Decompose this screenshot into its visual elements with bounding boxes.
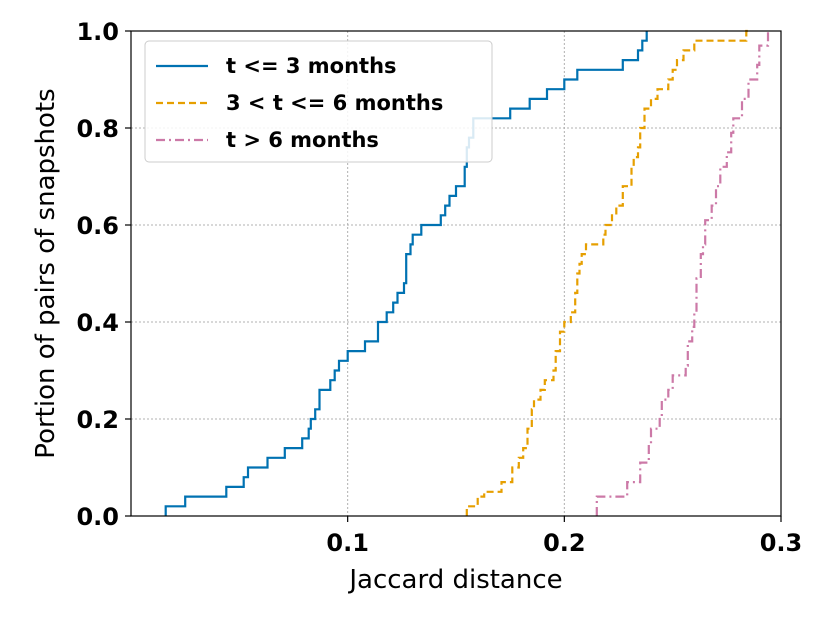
axis-ticks: 0.1 0.2 0.3 0.0 0.2 0.4 0.6 0.8 1.0 [76,18,802,557]
legend-label-3: t > 6 months [226,128,379,152]
y-axis-title: Portion of pairs of snapshots [31,88,61,458]
y-tick-label: 0.0 [76,503,119,531]
series-line-3 [595,29,771,516]
x-tick-label: 0.2 [543,529,586,557]
legend-box [144,40,493,163]
legend-label-1: t <= 3 months [226,54,397,78]
x-axis-title: Jaccard distance [347,565,562,595]
legend: t <= 3 months 3 < t <= 6 months t > 6 mont… [144,40,493,163]
x-tick-label: 0.3 [760,529,803,557]
plot-area-frame [130,30,782,517]
y-tick-label: 0.2 [76,406,119,434]
y-tick-label: 0.4 [76,309,119,337]
x-tick-label: 0.1 [326,529,369,557]
series-line-1 [164,31,648,516]
series-line-2 [465,29,751,516]
series-lines [164,29,771,516]
y-tick-label: 0.6 [76,212,119,240]
legend-label-2: 3 < t <= 6 months [226,91,443,115]
y-tick-label: 0.8 [76,115,119,143]
y-tick-label: 1.0 [76,18,119,46]
